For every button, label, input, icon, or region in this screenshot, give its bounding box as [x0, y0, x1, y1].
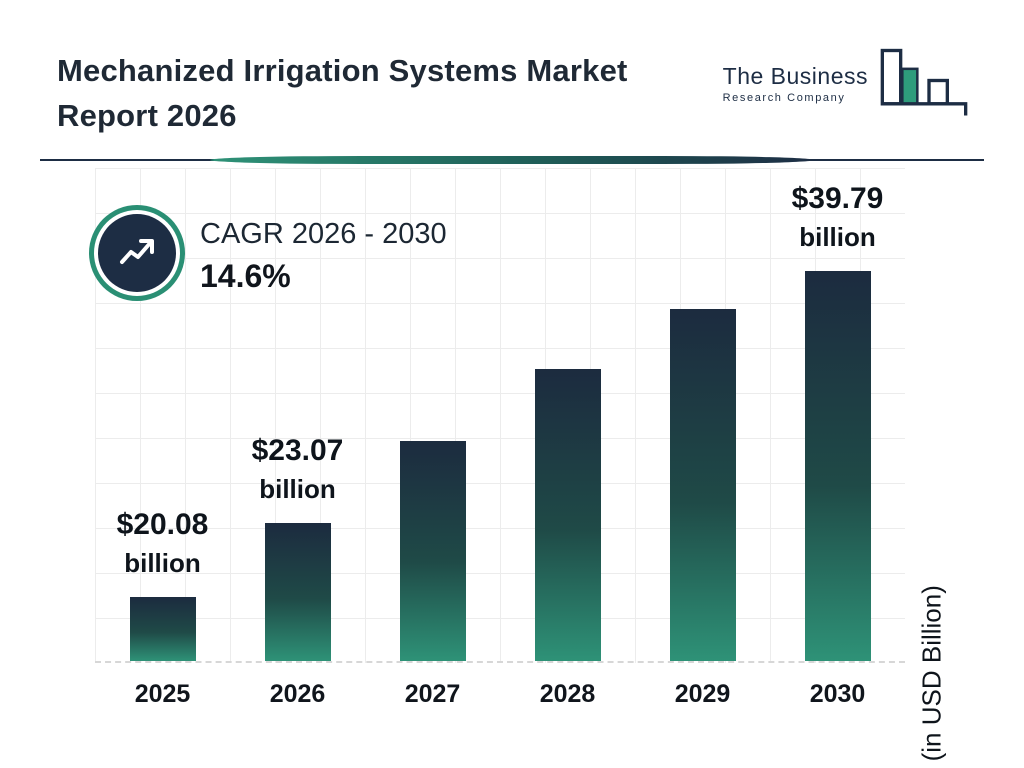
- bar-2028: [534, 369, 601, 661]
- bar-value-label-2030: $39.79 billion: [728, 179, 948, 255]
- bar-2027: [399, 441, 466, 661]
- cagr-label: CAGR 2026 - 2030: [200, 218, 447, 250]
- company-name: The Business: [722, 62, 868, 89]
- bar-column-2025: $20.08 billion: [95, 168, 230, 661]
- header: Mechanized Irrigation Systems Market Rep…: [0, 0, 1024, 155]
- x-axis-label-2027: 2027: [404, 680, 461, 708]
- x-axis-label-2028: 2028: [539, 680, 596, 708]
- x-axis-label-2029: 2029: [674, 680, 731, 708]
- bar-column-2030: $39.79 billion: [770, 168, 905, 661]
- divider-accent: [209, 156, 815, 164]
- header-divider: [40, 156, 984, 164]
- cagr-value: 14.6%: [200, 258, 291, 294]
- bar-2030: [804, 271, 871, 661]
- company-logo-text: The Business Research Company: [723, 63, 868, 104]
- cagr-badge: CAGR 2026 - 2030 14.6%: [98, 208, 447, 298]
- bar-value-unit: billion: [259, 474, 336, 504]
- bar-2025: [129, 597, 196, 661]
- x-axis-label-2025: 2025: [134, 680, 191, 708]
- page-title-line1: Mechanized Irrigation Systems Market: [57, 53, 628, 88]
- cagr-texts: CAGR 2026 - 2030 14.6%: [200, 208, 447, 298]
- bar-value-amount: $20.08: [116, 508, 209, 541]
- bar-value-unit: billion: [799, 222, 876, 252]
- company-subtitle: Research Company: [722, 91, 846, 104]
- bar-value-label-2026: $23.07 billion: [188, 431, 408, 507]
- bar-2029: [669, 309, 736, 661]
- bar-column-2026: $23.07 billion: [230, 168, 365, 661]
- chart-plot-area: $20.08 billion $23.07 billion: [95, 168, 905, 663]
- bar-column-2027: [365, 168, 500, 661]
- bar-value-unit: billion: [124, 548, 201, 578]
- bar-value-label-2025: $20.08 billion: [53, 505, 273, 581]
- x-axis-label-2026: 2026: [269, 680, 326, 708]
- x-axis-labels: 2025 2026 2027 2028 2029 2030: [95, 680, 905, 709]
- bars-row: $20.08 billion $23.07 billion: [95, 168, 905, 661]
- page-title: Mechanized Irrigation Systems Market Rep…: [57, 48, 628, 138]
- trend-up-arrow-icon: [98, 214, 176, 292]
- bar-2026: [264, 523, 331, 661]
- bar-value-amount: $23.07: [251, 434, 344, 467]
- page-title-line2: Report 2026: [57, 98, 237, 133]
- bar-value-amount: $39.79: [791, 182, 884, 215]
- y-axis-label: Market Size (in USD Billion): [916, 585, 947, 768]
- bar-column-2029: [635, 168, 770, 661]
- company-logo: The Business Research Company: [723, 42, 974, 124]
- x-axis-label-2030: 2030: [809, 680, 866, 708]
- bar-chart-logo-icon: [880, 48, 968, 116]
- y-axis-label-wrap: Market Size (in USD Billion): [917, 290, 1006, 768]
- bar-column-2028: [500, 168, 635, 661]
